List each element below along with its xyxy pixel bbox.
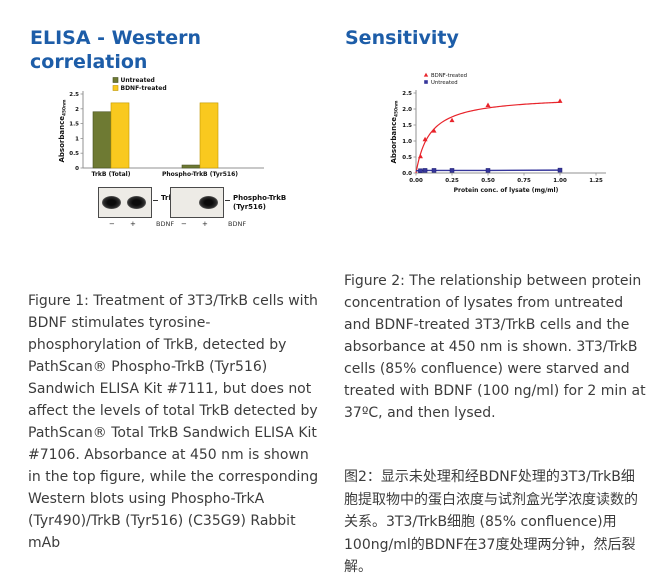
svg-text:2.5: 2.5 [402,91,412,97]
svg-text:0: 0 [75,166,79,172]
svg-text:1.0: 1.0 [402,139,412,145]
svg-text:0.50: 0.50 [481,178,495,184]
section-title-sensitivity: Sensitivity [345,26,459,49]
svg-text:2.0: 2.0 [402,107,412,113]
svg-text:1.5: 1.5 [402,123,412,129]
figure1-caption: Figure 1: Treatment of 3T3/TrkB cells wi… [28,293,319,551]
elisa-bar-chart-figure: 0 0.5 1 1.5 2 2.5 TrkB (Total) Phospho-TrkB (Ty… [56,74,268,192]
svg-text:1.5: 1.5 [69,122,79,128]
svg-text:Untreated: Untreated [121,77,155,84]
blot-band-label: Phospho-TrkB (Tyr516) [233,194,287,211]
sensitivity-line-chart-figure: 0.00 0.25 0.50 0.75 1.00 1.25 0.0 0.5 1.0 1.5 2.0 2… [388,70,620,202]
treatment-label: BDNF [156,220,175,228]
svg-text:Absorbance450nm: Absorbance450nm [390,100,400,164]
svg-text:0.00: 0.00 [409,178,423,184]
svg-text:2.5: 2.5 [69,92,79,98]
blot-phospho-trkb: Phospho-TrkB (Tyr516) − + BDNF [170,187,286,228]
svg-text:0.0: 0.0 [402,171,412,177]
svg-text:0.5: 0.5 [69,151,79,157]
band-pointer-line [225,200,230,201]
blot-band [199,196,218,209]
svg-text:0.25: 0.25 [445,178,459,184]
figure2-caption-english: Figure 2: The relationship between prote… [344,273,646,421]
blot-band-label: TrkB [161,194,227,203]
blot-image-phospho-trkb [170,187,224,218]
svg-text:TrkB (Total): TrkB (Total) [92,171,131,178]
svg-text:Untreated: Untreated [431,80,458,86]
svg-text:0.75: 0.75 [517,178,531,184]
svg-text:1: 1 [75,136,79,142]
band-pointer-line [153,200,158,201]
blot-band [127,196,146,209]
western-blot-panel: TrkB − + BDNF Phospho-TrkB (Tyr516) − + … [60,187,320,247]
svg-text:0.5: 0.5 [402,155,412,161]
blot-band [102,196,121,209]
svg-text:Protein conc. of lysate (mg/ml: Protein conc. of lysate (mg/ml) [454,187,559,194]
svg-text:BDNF-treated: BDNF-treated [121,85,167,92]
section-title-elisa-western-correlation: ELISA - Western correlation [30,26,201,73]
svg-text:Phospho-TrkB (Tyr516): Phospho-TrkB (Tyr516) [162,171,238,178]
lane-minus-label: − [181,220,187,228]
lane-plus-label: + [202,220,208,228]
sensitivity-line-chart-svg: 0.00 0.25 0.50 0.75 1.00 1.25 0.0 0.5 1.0 1.5 2.0 2… [390,72,606,194]
svg-text:1.00: 1.00 [553,178,567,184]
blot-total-trkb: TrkB − + BDNF [98,187,178,228]
elisa-bar-chart-svg: 0 0.5 1 1.5 2 2.5 TrkB (Total) Phospho-TrkB (Ty… [58,77,264,178]
svg-text:Absorbance450nm: Absorbance450nm [58,99,68,163]
treatment-label: BDNF [228,220,247,228]
figure2-caption-chinese: 图2：显示未处理和经BDNF处理的3T3/TrkB细胞提取物中的蛋白浓度与试剂盒… [344,469,638,575]
lane-minus-label: − [109,220,115,228]
lane-plus-label: + [130,220,136,228]
svg-text:1.25: 1.25 [589,178,603,184]
svg-text:2: 2 [75,107,79,113]
datasheet-page: { "colors": { "heading": "#1d5da8", "unt… [28,26,646,575]
svg-text:BDNF-treated: BDNF-treated [431,73,467,79]
blot-image-total-trkb [98,187,152,218]
